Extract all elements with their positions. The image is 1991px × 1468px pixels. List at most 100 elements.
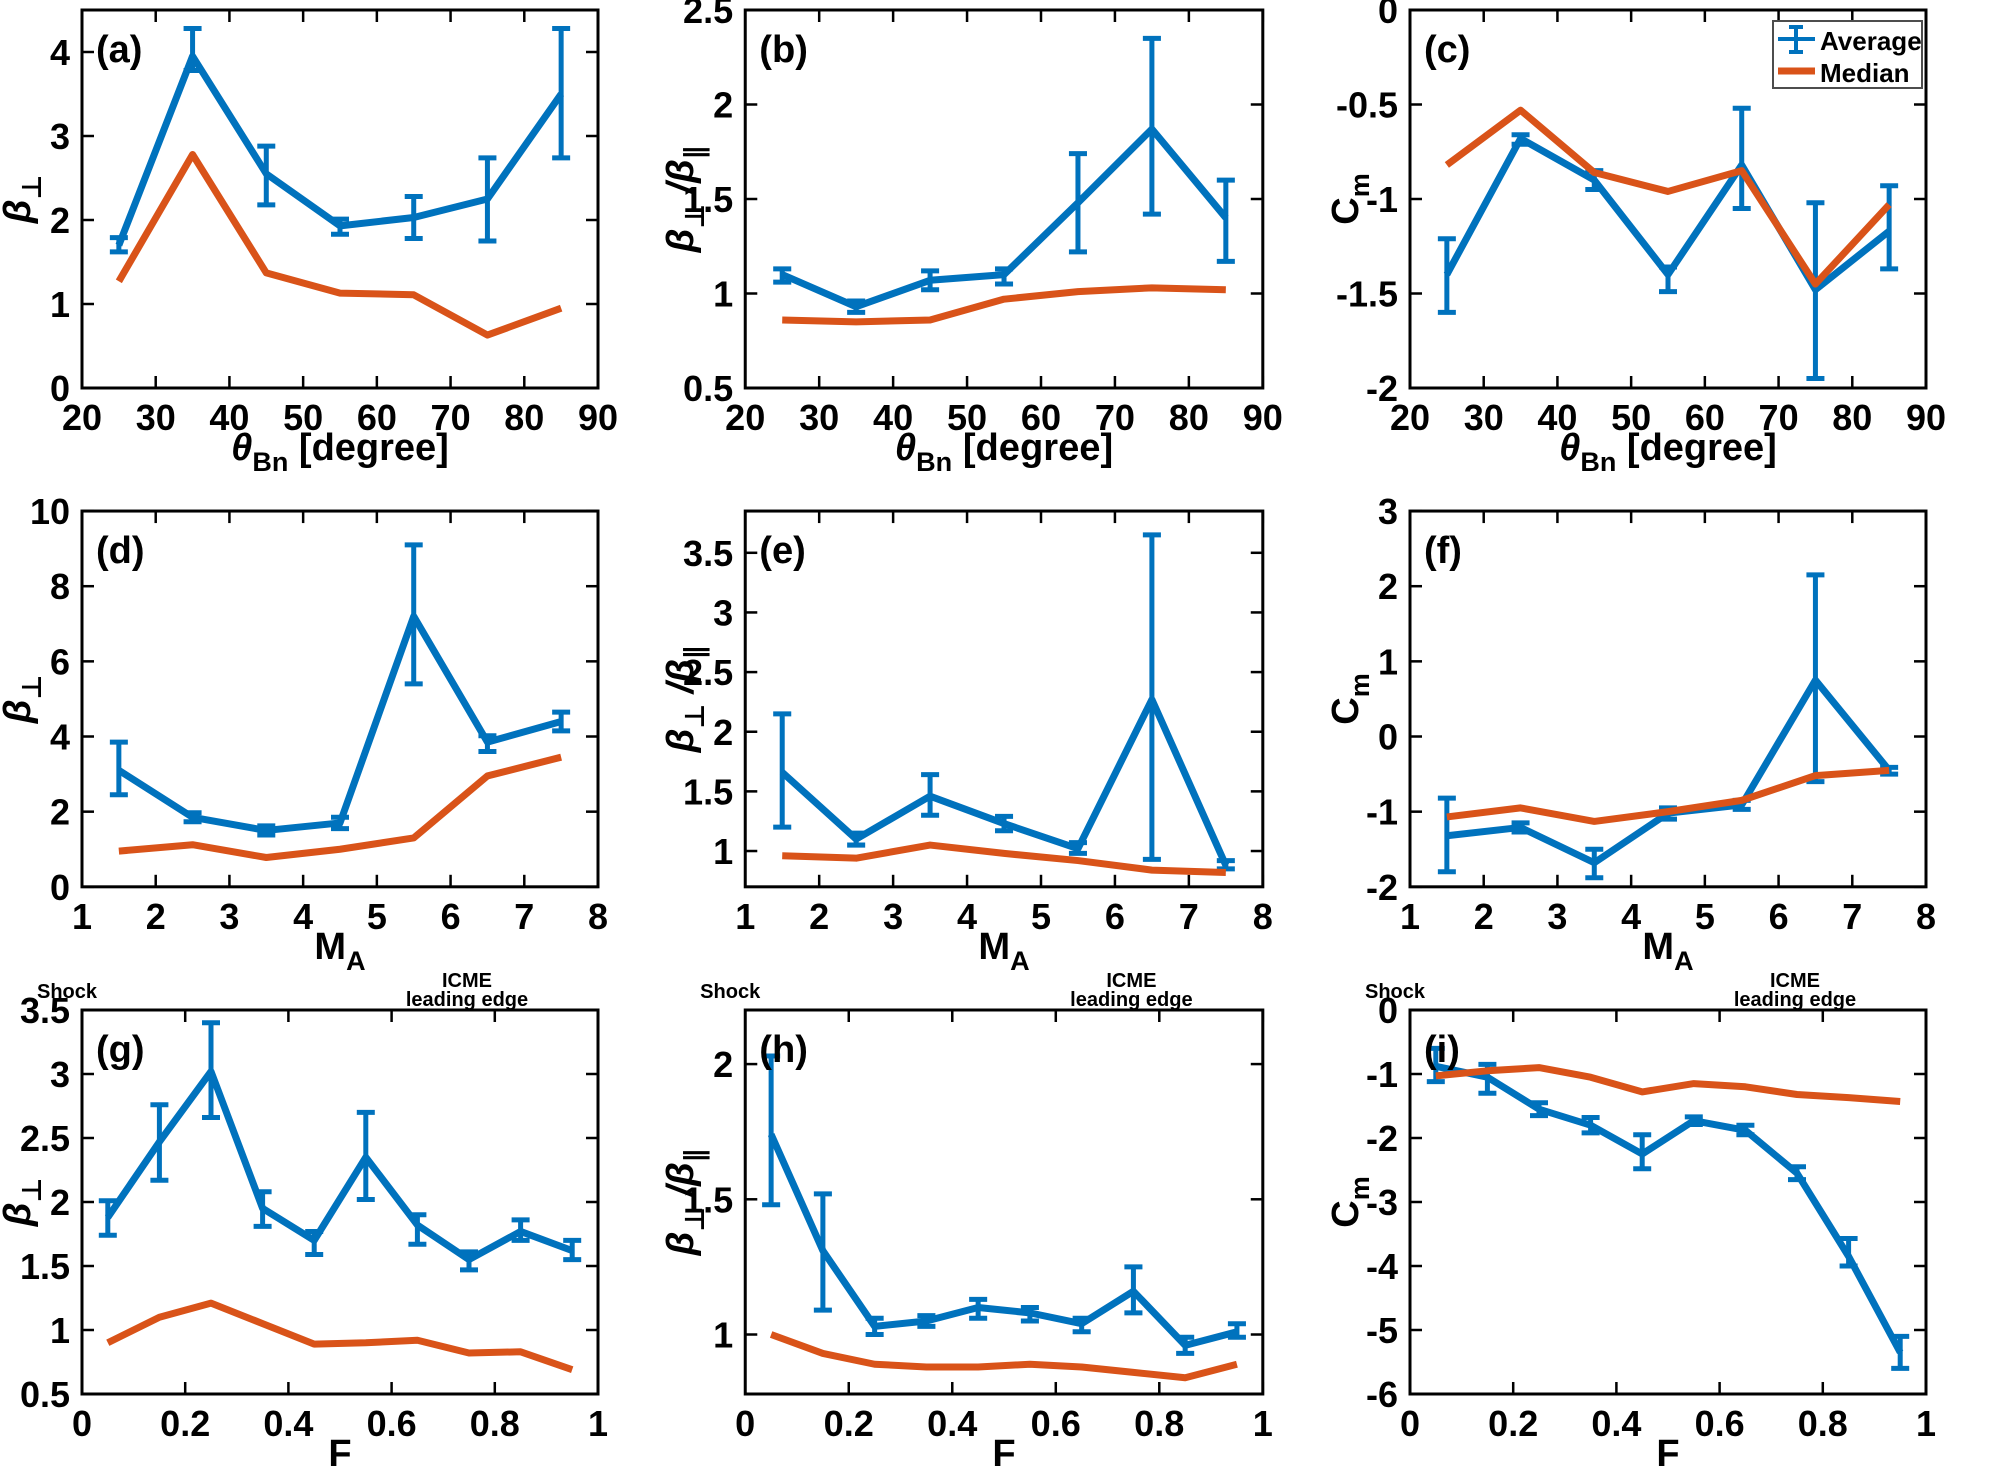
- svg-text:50: 50: [283, 397, 323, 438]
- svg-text:40: 40: [873, 397, 913, 438]
- svg-text:-6: -6: [1366, 1374, 1398, 1415]
- svg-text:7: 7: [1842, 896, 1862, 937]
- x-axis-label-i: F: [1656, 1433, 1679, 1468]
- svg-text:80: 80: [1832, 397, 1872, 438]
- y-axis-label-a: β⊥: [0, 175, 47, 224]
- svg-text:20: 20: [1390, 397, 1430, 438]
- svg-text:0: 0: [50, 867, 70, 908]
- x-axis-label-b: θBn [degree]: [895, 427, 1113, 477]
- svg-text:0.8: 0.8: [1134, 1403, 1184, 1444]
- chart-d: 1 2 3 4 5 6 7 8 0 2 4 6 8 10 (d) MA β⊥: [0, 491, 608, 976]
- svg-text:3: 3: [713, 592, 733, 633]
- svg-text:60: 60: [1021, 397, 1061, 438]
- svg-text:4: 4: [957, 896, 977, 937]
- svg-text:0.5: 0.5: [20, 1374, 70, 1415]
- svg-text:0.2: 0.2: [160, 1403, 210, 1444]
- svg-text:1: 1: [50, 1310, 70, 1351]
- svg-text:0: 0: [72, 1403, 92, 1444]
- shock-label-g: Shock: [37, 981, 98, 1003]
- svg-text:50: 50: [947, 397, 987, 438]
- legend-label-median: Median: [1820, 58, 1910, 88]
- svg-text:90: 90: [1906, 397, 1946, 438]
- panel-label-h: (h): [759, 1029, 808, 1071]
- svg-text:0: 0: [1400, 1403, 1420, 1444]
- svg-text:90: 90: [1243, 397, 1283, 438]
- x-axis-label-f: MA: [1642, 926, 1693, 976]
- svg-text:80: 80: [504, 397, 544, 438]
- subplot-c-cm-vs-thetaBn: 20 30 40 50 60 70 80 90 -2 -1.5 -1 -0.5 0 (c) θBn [deg…: [1325, 0, 1991, 489]
- svg-text:0: 0: [1378, 0, 1398, 31]
- svg-text:7: 7: [514, 896, 534, 937]
- svg-text:-1: -1: [1366, 792, 1398, 833]
- svg-text:20: 20: [725, 397, 765, 438]
- svg-text:5: 5: [367, 896, 387, 937]
- svg-text:1: 1: [713, 274, 733, 315]
- svg-text:1: 1: [713, 1315, 733, 1356]
- svg-text:60: 60: [357, 397, 397, 438]
- icme-leading-edge-label-i-line1: ICME: [1770, 970, 1820, 992]
- svg-text:3: 3: [883, 896, 903, 937]
- svg-text:6: 6: [441, 896, 461, 937]
- panel-label-a: (a): [96, 29, 142, 71]
- icme-leading-edge-label-g-line1: ICME: [442, 970, 492, 992]
- svg-text:2: 2: [809, 896, 829, 937]
- svg-text:10: 10: [30, 491, 70, 532]
- x-axis-label-g: F: [328, 1433, 351, 1468]
- svg-text:40: 40: [209, 397, 249, 438]
- svg-text:2: 2: [50, 792, 70, 833]
- svg-text:90: 90: [578, 397, 618, 438]
- svg-text:-0.5: -0.5: [1336, 85, 1398, 126]
- subplot-d-beta-perp-vs-MA: 1 2 3 4 5 6 7 8 0 2 4 6 8 10 (d) MA β⊥: [0, 489, 663, 979]
- svg-text:0.2: 0.2: [1488, 1403, 1538, 1444]
- chart-c: 20 30 40 50 60 70 80 90 -2 -1.5 -1 -0.5 0 (c) θBn [deg…: [1325, 0, 1946, 477]
- svg-text:60: 60: [1685, 397, 1725, 438]
- svg-text:80: 80: [1169, 397, 1209, 438]
- svg-text:1: 1: [1400, 896, 1420, 937]
- svg-text:4: 4: [1621, 896, 1641, 937]
- svg-text:30: 30: [799, 397, 839, 438]
- y-axis-label-i: Cm: [1325, 1176, 1375, 1227]
- svg-text:50: 50: [1611, 397, 1651, 438]
- svg-text:8: 8: [50, 566, 70, 607]
- panel-label-e: (e): [759, 530, 806, 572]
- svg-text:-2: -2: [1366, 1118, 1398, 1159]
- icme-leading-edge-label-h-line1: ICME: [1106, 970, 1156, 992]
- svg-text:30: 30: [1464, 397, 1504, 438]
- svg-text:2: 2: [713, 1044, 733, 1085]
- y-axis-label-c: Cm: [1325, 173, 1375, 224]
- chart-b: 20 30 40 50 60 70 80 90 0.5 1 1.5 2 2.5 (b) θBn [degre…: [660, 0, 1283, 477]
- svg-text:0: 0: [735, 1403, 755, 1444]
- svg-text:0.8: 0.8: [1798, 1403, 1848, 1444]
- x-axis-label-e: MA: [978, 926, 1029, 976]
- x-axis-label-d: MA: [314, 926, 365, 976]
- y-axis-label-d: β⊥: [0, 675, 47, 724]
- shock-label-h: Shock: [700, 981, 761, 1003]
- icme-leading-edge-label-i-line2: leading edge: [1734, 989, 1856, 1011]
- panel-label-i: (i): [1424, 1029, 1460, 1071]
- svg-text:3.5: 3.5: [20, 990, 70, 1031]
- svg-text:70: 70: [1095, 397, 1135, 438]
- svg-text:1: 1: [735, 896, 755, 937]
- svg-text:2: 2: [713, 85, 733, 126]
- svg-text:8: 8: [1916, 896, 1936, 937]
- svg-text:0.6: 0.6: [1695, 1403, 1745, 1444]
- svg-text:2.5: 2.5: [20, 1118, 70, 1159]
- subplot-i-cm-vs-F: 0 0.2 0.4 0.6 0.8 1 -6 -5 -4 -3 -2 -1 0 (i) F Cm Shock IC…: [1325, 970, 1991, 1468]
- svg-text:8: 8: [588, 896, 608, 937]
- chart-h: 0 0.2 0.4 0.6 0.8 1 1 1.5 2 (h) Fβ⊥ /β∥ Shock ICMEle…: [660, 970, 1273, 1468]
- shock-label-i: Shock: [1365, 981, 1426, 1003]
- svg-text:1.5: 1.5: [683, 1179, 733, 1220]
- svg-text:30: 30: [136, 397, 176, 438]
- svg-text:-4: -4: [1366, 1246, 1398, 1287]
- svg-text:5: 5: [1695, 896, 1715, 937]
- subplot-b-beta-ratio-vs-thetaBn: 20 30 40 50 60 70 80 90 0.5 1 1.5 2 2.5 (b) θBn [degre…: [660, 0, 1328, 489]
- panel-label-g: (g): [96, 1029, 145, 1071]
- panel-label-f: (f): [1424, 530, 1462, 572]
- svg-text:4: 4: [50, 32, 70, 73]
- svg-text:2.5: 2.5: [683, 652, 733, 693]
- svg-text:6: 6: [1769, 896, 1789, 937]
- svg-text:40: 40: [1537, 397, 1577, 438]
- y-axis-label-g: β⊥: [0, 1178, 47, 1227]
- svg-text:6: 6: [50, 641, 70, 682]
- chart-e: 1 2 3 4 5 6 7 8 1 1.5 2 2.5 3 3.5 (e) MA β⊥ /β∥: [660, 509, 1273, 976]
